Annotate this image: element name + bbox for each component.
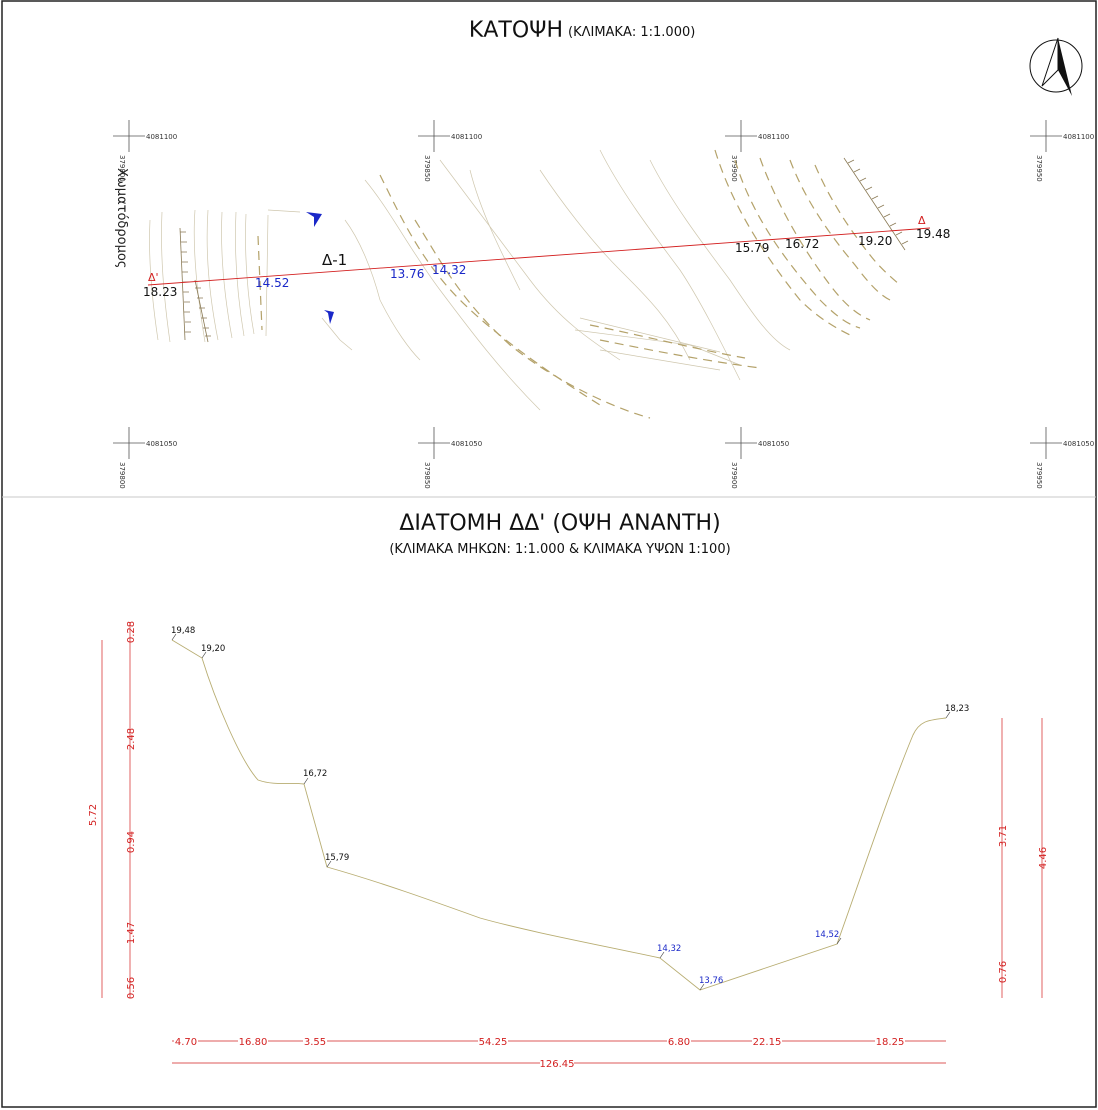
- hdim-3: 3.55: [304, 1037, 326, 1048]
- profile-label-14-32: 14,32: [657, 944, 681, 954]
- section-name: Δ-1: [322, 251, 347, 269]
- grid-north-6: 4081050: [451, 440, 482, 448]
- plan-embankment-hatch: [179, 157, 909, 343]
- flow-arrow-top-icon: [306, 212, 322, 227]
- profile-label-14-52: 14,52: [815, 930, 839, 940]
- plan-title: ΚΑΤΟΨΗ: [469, 18, 563, 43]
- hdim-2: 16.80: [239, 1037, 268, 1048]
- left-dim-1: 0.28: [126, 621, 137, 643]
- point-tick-5: [659, 951, 665, 959]
- plan-elev-19-48: 19.48: [916, 227, 950, 241]
- point-tick-2: [201, 651, 207, 659]
- profile-label-15-79: 15,79: [325, 853, 349, 863]
- plan-scale: (ΚΛΙΜΑΚΑ: 1:1.000): [568, 25, 695, 40]
- grid-east-4: 379950: [1035, 155, 1043, 182]
- grid-east-8: 379950: [1035, 462, 1043, 489]
- grid-north-5: 4081050: [146, 440, 177, 448]
- plan-elev-18-23: 18.23: [143, 285, 177, 299]
- grid-east-1: 379800: [118, 155, 126, 182]
- point-tick-7: [836, 937, 842, 945]
- grid-east-7: 379900: [730, 462, 738, 489]
- section-start-marker: Δ': [148, 271, 159, 284]
- hdim-4: 54.25: [479, 1037, 508, 1048]
- profile-label-18-23: 18,23: [945, 704, 969, 714]
- left-dim-3: 0.94: [126, 831, 137, 853]
- point-tick-8: [945, 711, 951, 719]
- plan-contours: [149, 149, 791, 411]
- grid-north-7: 4081050: [758, 440, 789, 448]
- right-dim-1: 3.71: [998, 825, 1009, 847]
- right-total-dim: 4.46: [1038, 847, 1049, 869]
- hdim-7: 18.25: [876, 1037, 905, 1048]
- hdim-5: 6.80: [668, 1037, 690, 1048]
- grid-east-2: 379850: [423, 155, 431, 182]
- stream-label: Χωματόδρομος: [114, 168, 129, 268]
- grid-east-3: 379900: [730, 155, 738, 182]
- section-end-marker: Δ: [918, 214, 926, 227]
- plan-elev-14-32: 14.32: [432, 263, 466, 277]
- plan-elev-13-76: 13.76: [390, 267, 424, 281]
- profile-label-13-76: 13,76: [699, 976, 723, 986]
- plan-grid: [113, 120, 1062, 459]
- profile-label-19-48: 19,48: [171, 626, 195, 636]
- section-subtitle: (ΚΛΙΜΑΚΑ ΜΗΚΩΝ: 1:1.000 & ΚΛΙΜΑΚΑ ΥΨΩΝ 1…: [389, 542, 730, 557]
- north-arrow-icon: [1029, 37, 1083, 96]
- flow-arrow-bottom-icon: [324, 310, 334, 324]
- section-line: [147, 227, 931, 286]
- grid-north-4: 4081100: [1063, 133, 1094, 141]
- plan-elev-19-20: 19.20: [858, 234, 892, 248]
- grid-north-3: 4081100: [758, 133, 789, 141]
- plan-elev-14-52: 14.52: [255, 276, 289, 290]
- left-dim-4: 1.47: [126, 922, 137, 944]
- profile-label-19-20: 19,20: [201, 644, 225, 654]
- plan-elev-16-72: 16.72: [785, 237, 819, 251]
- plan-elev-15-79: 15.79: [735, 241, 769, 255]
- left-dim-5: 0.56: [126, 977, 137, 999]
- right-dim-2: 0.76: [998, 961, 1009, 983]
- hdim-1: 4.70: [175, 1037, 197, 1048]
- point-tick-1: [171, 633, 177, 641]
- point-tick-4: [326, 860, 332, 868]
- grid-north-1: 4081100: [146, 133, 177, 141]
- plan-break-lines: [257, 149, 901, 419]
- point-tick-3: [303, 777, 309, 785]
- grid-east-6: 379850: [423, 462, 431, 489]
- ground-profile-line: [171, 639, 947, 991]
- profile-label-16-72: 16,72: [303, 769, 327, 779]
- left-total-dim: 5.72: [88, 804, 99, 826]
- left-dim-2: 2.48: [126, 728, 137, 750]
- grid-north-8: 4081050: [1063, 440, 1094, 448]
- section-title: ΔΙΑΤΟΜΗ ΔΔ' (ΟΨΗ ΑΝΑΝΤΗ): [399, 511, 720, 536]
- grid-east-5: 379800: [118, 462, 126, 489]
- hdim-total: 126.45: [540, 1059, 575, 1070]
- grid-north-2: 4081100: [451, 133, 482, 141]
- point-tick-6: [699, 983, 705, 991]
- hdim-6: 22.15: [753, 1037, 782, 1048]
